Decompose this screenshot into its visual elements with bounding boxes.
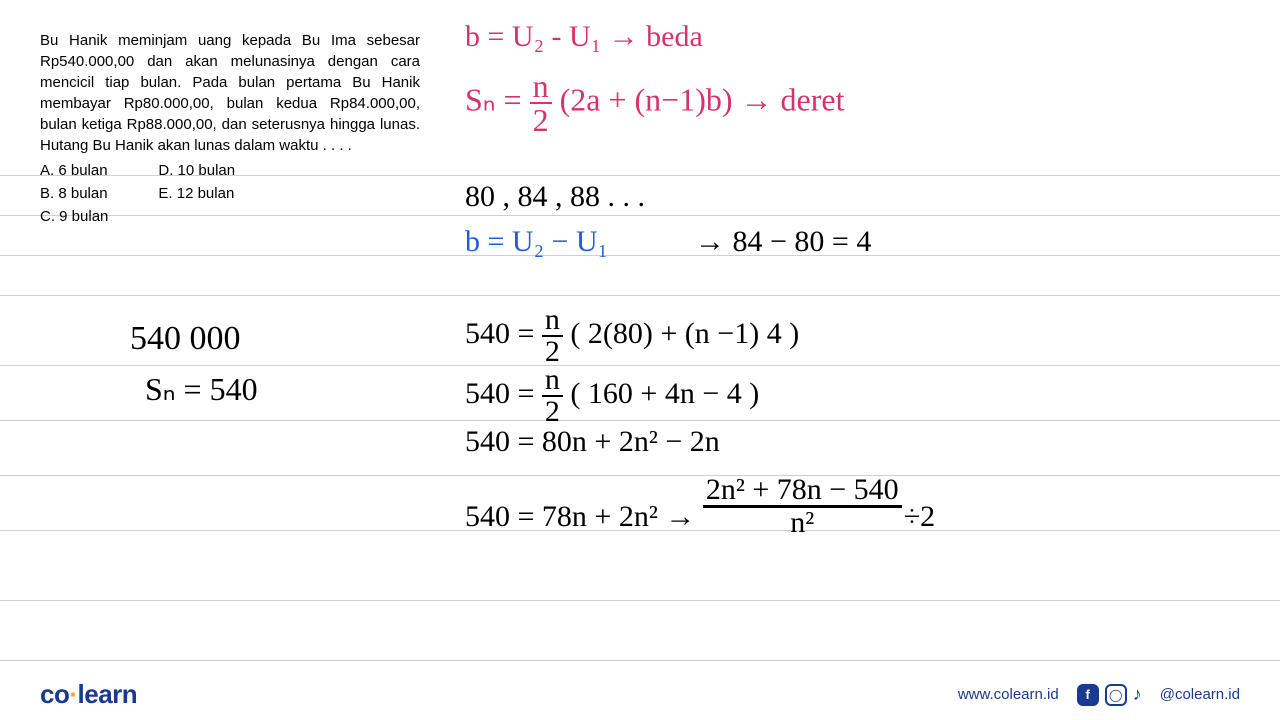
sn-equals: Sₙ = 540	[145, 370, 258, 408]
footer-bar: co·learn www.colearn.id f ◯ ♪ @colearn.i…	[0, 679, 1280, 710]
footer-handle: @colearn.id	[1160, 686, 1240, 703]
footer-url: www.colearn.id	[958, 686, 1059, 703]
b-formula: b = U₂ − U₁	[465, 225, 608, 259]
footer-right: www.colearn.id f ◯ ♪ @colearn.id	[958, 684, 1240, 706]
answer-options: A. 6 bulan B. 8 bulan C. 9 bulan D. 10 b…	[40, 160, 420, 227]
formula-deret: Sₙ = n2 (2a + (n−1)b) → deret	[465, 70, 844, 136]
facebook-icon: f	[1077, 684, 1099, 706]
option-a: A. 6 bulan	[40, 160, 108, 181]
b-calculation: → 84 − 80 = 4	[695, 225, 871, 259]
option-c: C. 9 bulan	[40, 206, 108, 227]
tiktok-icon: ♪	[1133, 684, 1142, 705]
social-icons: f ◯ ♪	[1077, 684, 1142, 706]
derivation-line-1: 540 = n2 ( 2(80) + (n −1) 4 )	[465, 305, 799, 367]
formula-beda: b = U₂ - U₁ → beda	[465, 20, 703, 54]
logo-dot-icon: ·	[69, 679, 77, 709]
deret-left: Sₙ =	[465, 81, 530, 117]
problem-statement: Bu Hanik meminjam uang kepada Bu Ima seb…	[40, 30, 420, 227]
option-b: B. 8 bulan	[40, 183, 108, 204]
problem-text: Bu Hanik meminjam uang kepada Bu Ima seb…	[40, 30, 420, 156]
derivation-line-4: 540 = 78n + 2n² → 2n² + 78n − 540n²÷2	[465, 475, 935, 538]
instagram-icon: ◯	[1105, 684, 1127, 706]
deret-right: (2a + (n−1)b) → deret	[552, 81, 845, 117]
option-d: D. 10 bulan	[158, 160, 235, 181]
derivation-line-2: 540 = n2 ( 160 + 4n − 4 )	[465, 365, 759, 427]
colearn-logo: co·learn	[40, 679, 137, 710]
derivation-line-3: 540 = 80n + 2n² − 2n	[465, 425, 720, 459]
total-amount: 540 000	[130, 320, 241, 358]
option-e: E. 12 bulan	[158, 183, 235, 204]
sequence-values: 80 , 84 , 88 . . .	[465, 180, 645, 214]
